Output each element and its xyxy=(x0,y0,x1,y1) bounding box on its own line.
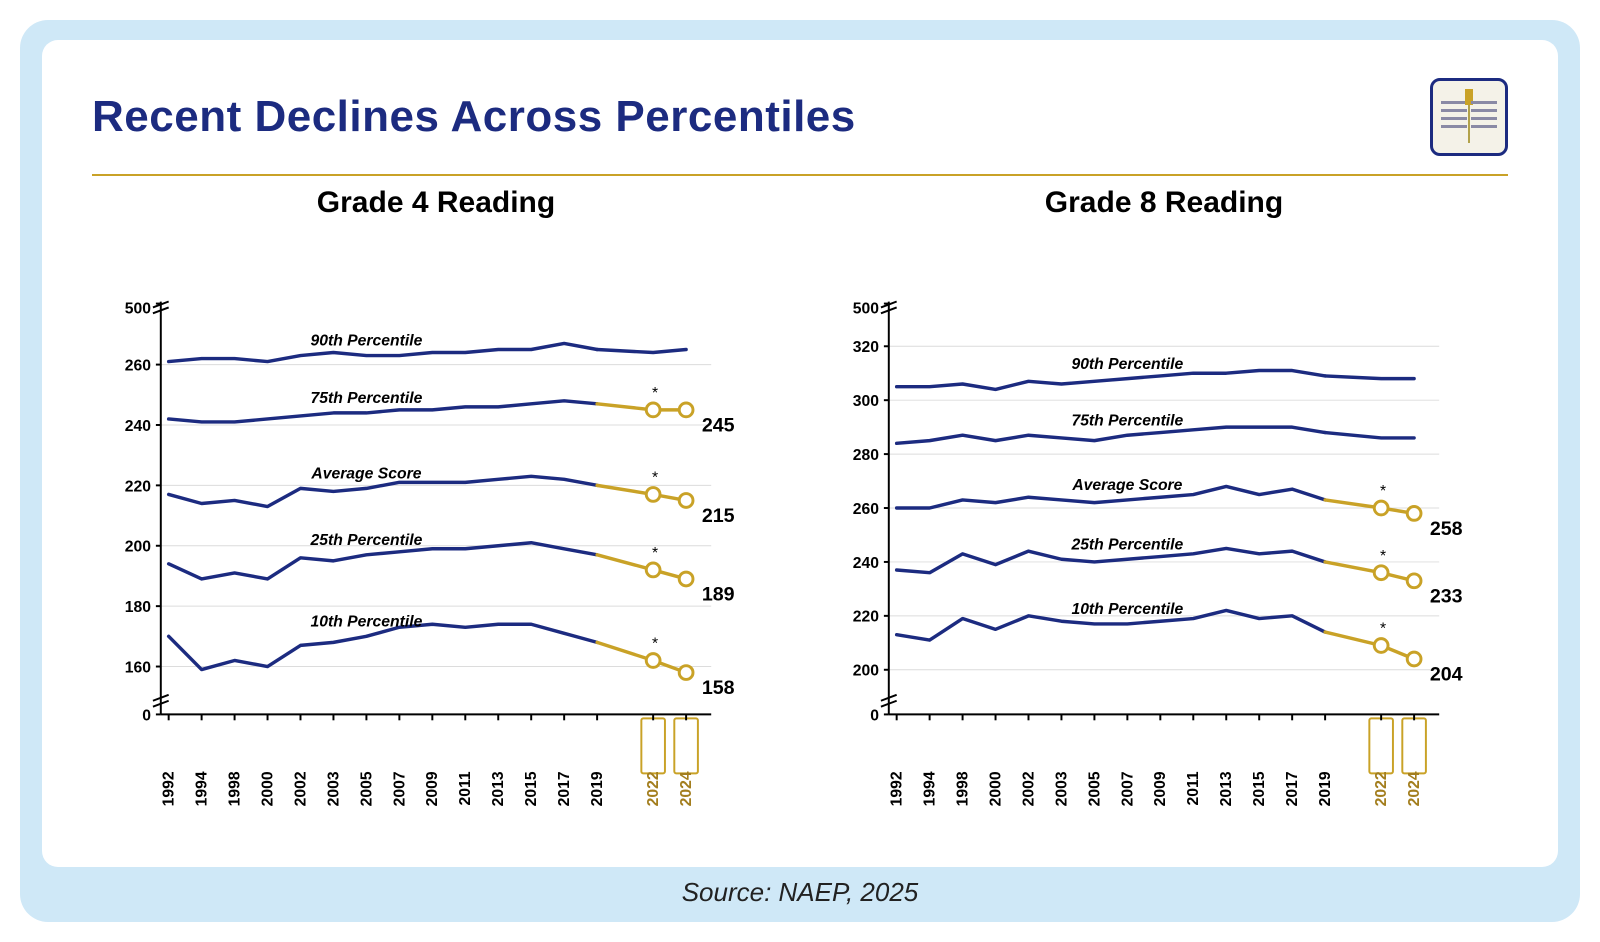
svg-text:*: * xyxy=(1380,621,1386,638)
svg-text:2011: 2011 xyxy=(1185,771,1202,805)
svg-text:*: * xyxy=(652,385,658,402)
svg-text:*: * xyxy=(1380,548,1386,565)
svg-text:*: * xyxy=(1380,483,1386,500)
svg-text:240: 240 xyxy=(853,555,879,572)
svg-text:2007: 2007 xyxy=(391,771,408,806)
svg-text:10th Percentile: 10th Percentile xyxy=(1071,601,1183,618)
svg-text:2009: 2009 xyxy=(1152,771,1169,806)
title-row: Recent Declines Across Percentiles xyxy=(92,78,1508,156)
svg-text:189: 189 xyxy=(702,584,735,606)
svg-text:1992: 1992 xyxy=(161,771,178,806)
chart-title-grade4: Grade 4 Reading xyxy=(92,186,780,220)
svg-text:*: * xyxy=(652,636,658,653)
svg-text:25th Percentile: 25th Percentile xyxy=(309,532,422,549)
svg-text:160: 160 xyxy=(125,659,151,676)
svg-text:200: 200 xyxy=(853,663,879,680)
chart-grade4: Grade 4 Reading 0 160 180 200 220 240 260 500 19… xyxy=(92,186,780,849)
svg-text:300: 300 xyxy=(853,393,879,410)
svg-text:2003: 2003 xyxy=(325,771,342,806)
svg-text:25th Percentile: 25th Percentile xyxy=(1070,536,1183,553)
svg-text:2005: 2005 xyxy=(358,771,375,806)
svg-text:2002: 2002 xyxy=(292,771,309,806)
svg-text:Average Score: Average Score xyxy=(1071,477,1182,494)
svg-text:2009: 2009 xyxy=(424,771,441,806)
svg-text:2013: 2013 xyxy=(1218,771,1235,806)
svg-text:280: 280 xyxy=(853,447,879,464)
svg-text:320: 320 xyxy=(853,339,879,356)
chart-canvas-grade4: 0 160 180 200 220 240 260 500 1992 1994 1998 2000 20… xyxy=(92,226,780,849)
svg-text:1998: 1998 xyxy=(954,771,971,806)
svg-text:*: * xyxy=(652,470,658,487)
svg-text:240: 240 xyxy=(125,418,151,435)
svg-text:2000: 2000 xyxy=(259,771,276,806)
svg-text:75th Percentile: 75th Percentile xyxy=(310,390,422,407)
svg-text:10th Percentile: 10th Percentile xyxy=(310,614,422,631)
svg-text:1994: 1994 xyxy=(922,771,939,806)
svg-text:75th Percentile: 75th Percentile xyxy=(1071,412,1183,429)
svg-text:1994: 1994 xyxy=(194,771,211,806)
source-caption: Source: NAEP, 2025 xyxy=(42,877,1558,908)
svg-text:500: 500 xyxy=(853,300,879,317)
svg-text:2003: 2003 xyxy=(1053,771,1070,806)
svg-text:215: 215 xyxy=(702,505,735,527)
svg-text:260: 260 xyxy=(853,501,879,518)
svg-text:2022: 2022 xyxy=(645,771,662,806)
book-icon xyxy=(1430,78,1508,156)
svg-text:158: 158 xyxy=(702,677,735,699)
svg-text:2000: 2000 xyxy=(987,771,1004,806)
svg-text:90th Percentile: 90th Percentile xyxy=(310,333,422,350)
page-title: Recent Declines Across Percentiles xyxy=(92,92,856,142)
svg-text:0: 0 xyxy=(142,707,151,724)
svg-text:233: 233 xyxy=(1430,585,1463,607)
svg-text:2022: 2022 xyxy=(1373,771,1390,806)
svg-text:2002: 2002 xyxy=(1020,771,1037,806)
svg-text:245: 245 xyxy=(702,415,735,437)
svg-text:90th Percentile: 90th Percentile xyxy=(1071,356,1183,373)
svg-text:2024: 2024 xyxy=(678,771,695,806)
title-rule xyxy=(92,174,1508,176)
svg-text:Average Score: Average Score xyxy=(310,466,421,483)
svg-text:2019: 2019 xyxy=(1317,771,1334,806)
svg-text:2019: 2019 xyxy=(589,771,606,806)
svg-text:2024: 2024 xyxy=(1406,771,1423,806)
svg-text:260: 260 xyxy=(125,357,151,374)
svg-text:2015: 2015 xyxy=(523,771,540,806)
svg-text:220: 220 xyxy=(853,609,879,626)
slide-card: Recent Declines Across Percentiles Grade… xyxy=(42,40,1558,867)
svg-text:2005: 2005 xyxy=(1086,771,1103,806)
charts-row: Grade 4 Reading 016018020022024026050019… xyxy=(92,186,1508,849)
svg-text:2017: 2017 xyxy=(1284,771,1301,806)
svg-text:500: 500 xyxy=(125,300,151,317)
svg-text:204: 204 xyxy=(1430,664,1463,686)
svg-text:2011: 2011 xyxy=(457,771,474,805)
svg-text:2007: 2007 xyxy=(1119,771,1136,806)
outer-frame: Recent Declines Across Percentiles Grade… xyxy=(20,20,1580,922)
svg-text:200: 200 xyxy=(125,539,151,556)
svg-text:2015: 2015 xyxy=(1251,771,1268,806)
chart-canvas-grade8: 0 200 220 240 260 280 300 320 500 1992 1994 1998 200… xyxy=(820,226,1508,849)
svg-text:180: 180 xyxy=(125,599,151,616)
svg-text:*: * xyxy=(652,545,658,562)
chart-title-grade8: Grade 8 Reading xyxy=(820,186,1508,220)
svg-text:1998: 1998 xyxy=(226,771,243,806)
svg-text:0: 0 xyxy=(870,707,879,724)
svg-text:2013: 2013 xyxy=(490,771,507,806)
svg-text:258: 258 xyxy=(1430,518,1463,540)
svg-text:220: 220 xyxy=(125,478,151,495)
svg-text:2017: 2017 xyxy=(556,771,573,806)
chart-grade8: Grade 8 Reading 0 200 220 240 260 280 300 320 50… xyxy=(820,186,1508,849)
svg-text:1992: 1992 xyxy=(889,771,906,806)
